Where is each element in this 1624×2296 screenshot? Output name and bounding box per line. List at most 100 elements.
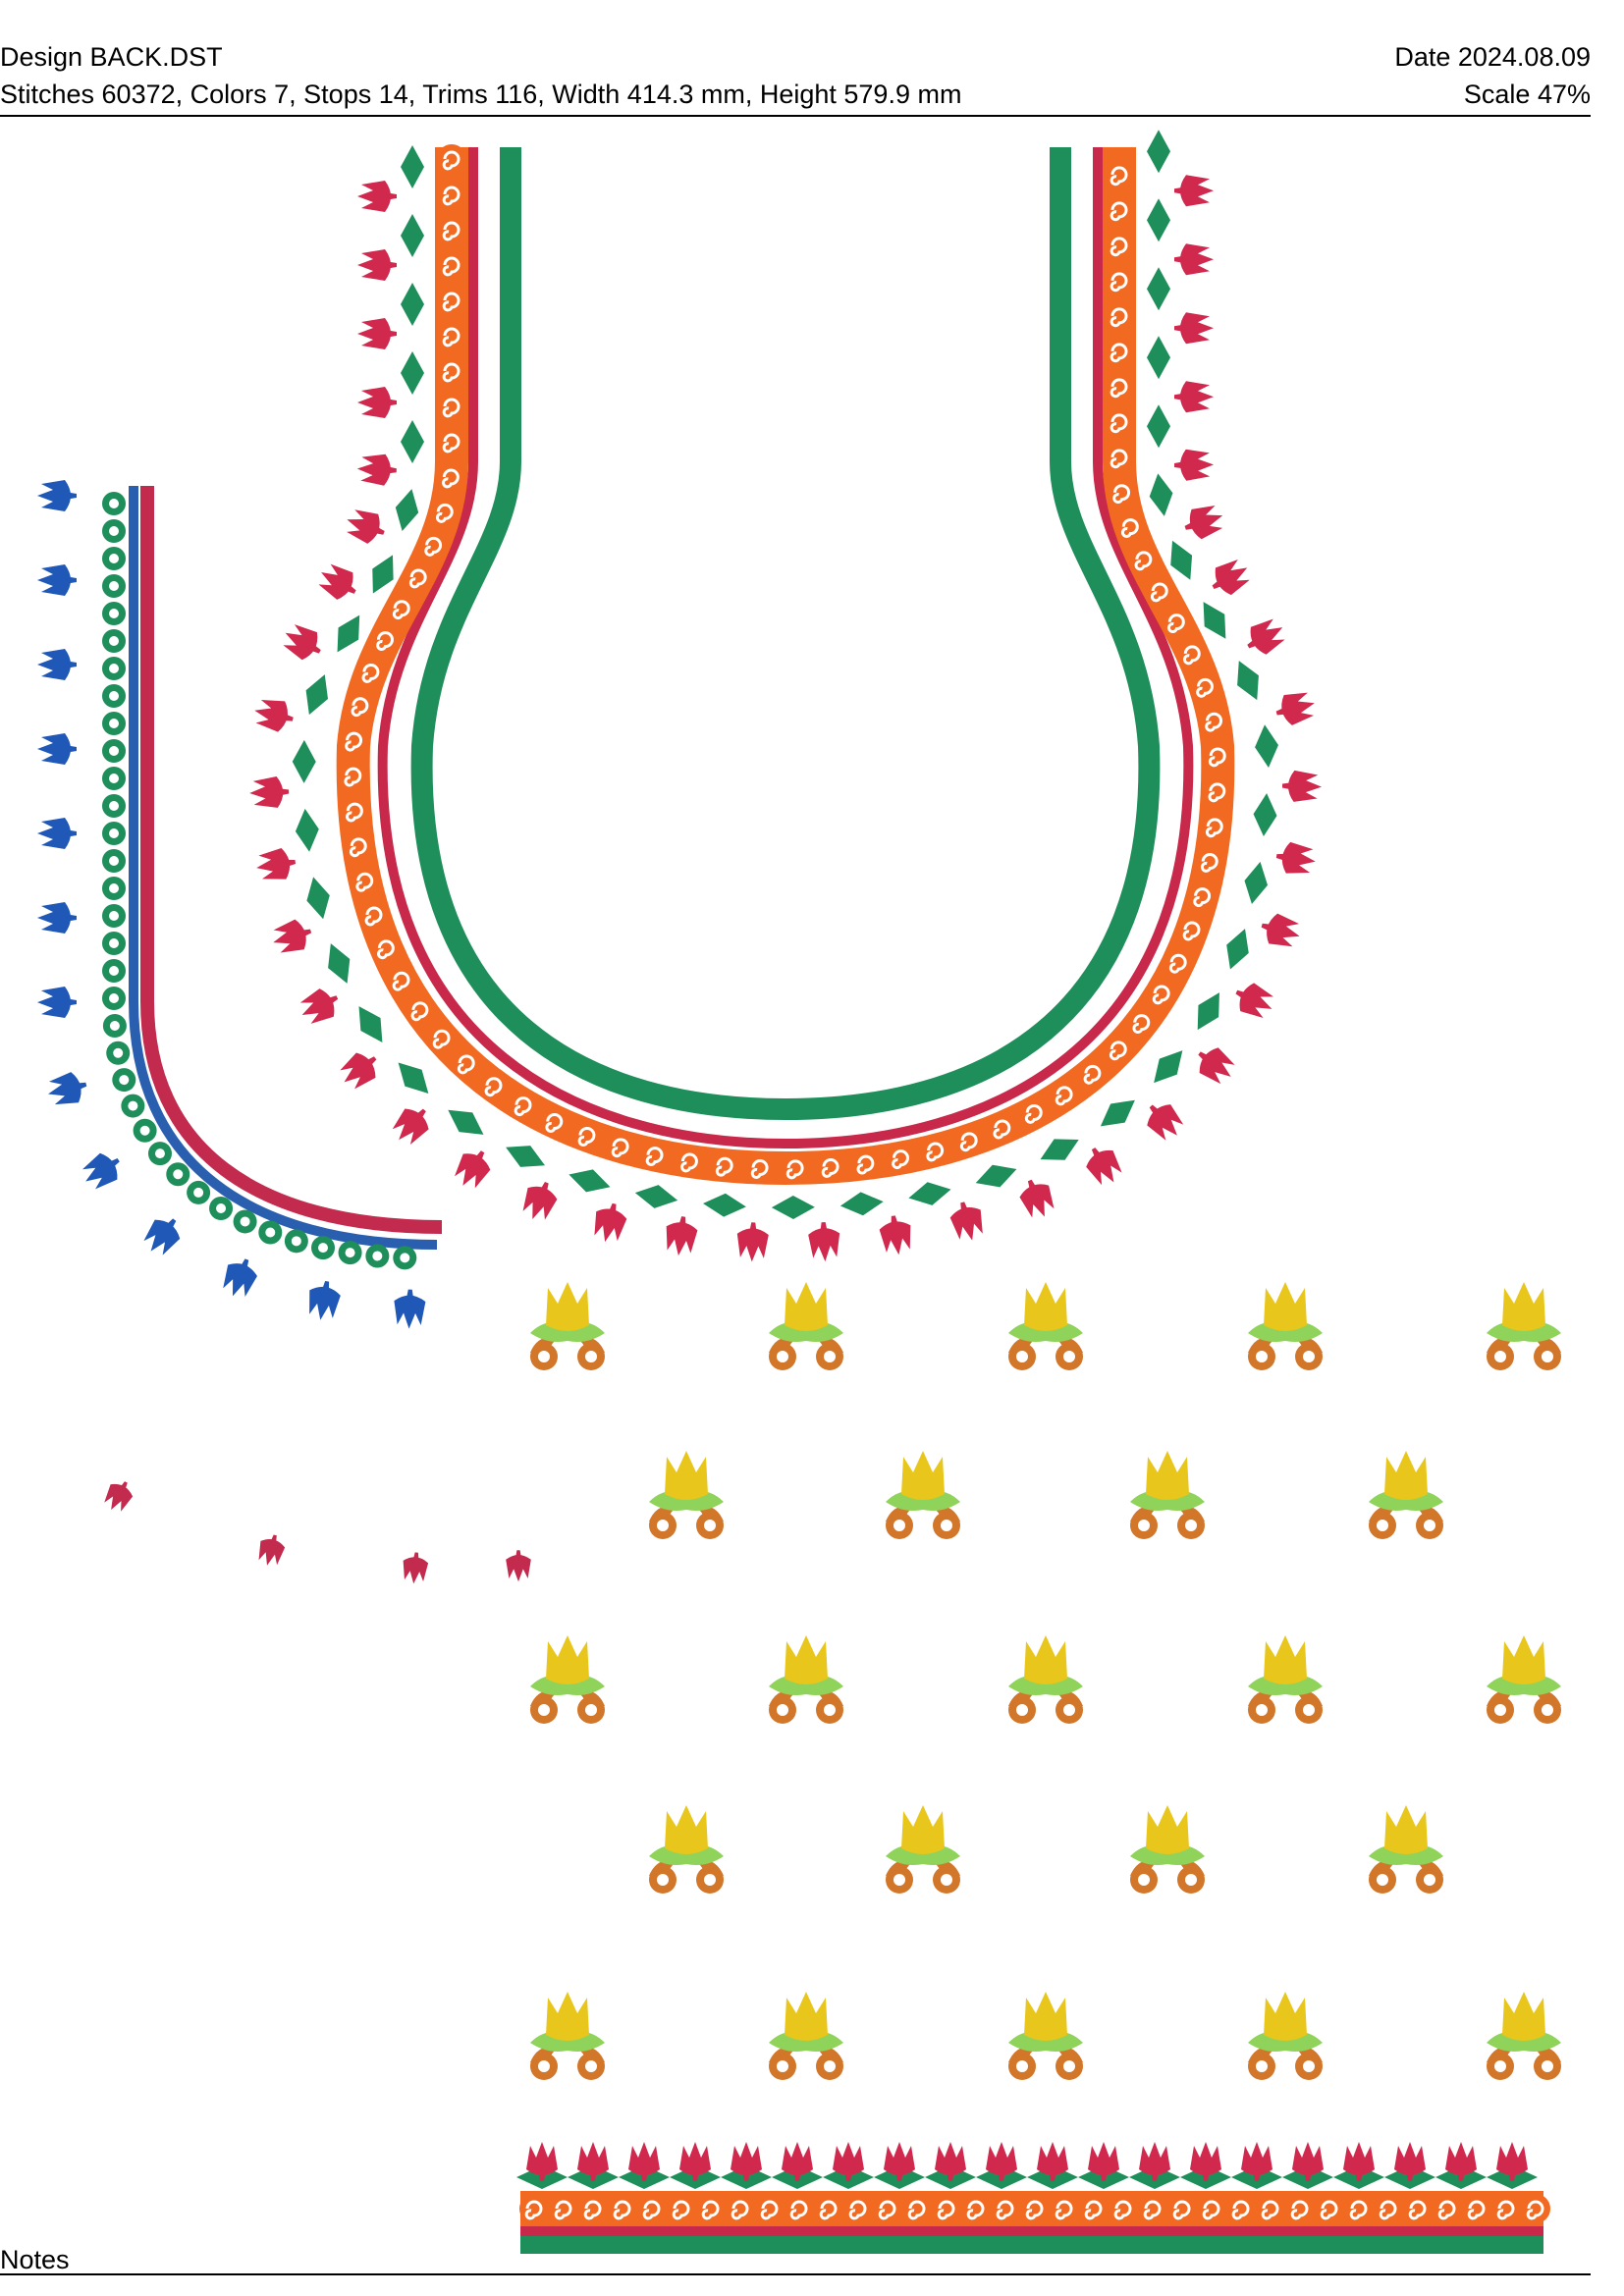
border-spiral	[1107, 2192, 1140, 2225]
neckline-spiral	[1102, 1033, 1135, 1066]
border-spiral	[1224, 2192, 1258, 2225]
motif-tulip-bloom	[1024, 1282, 1067, 1331]
motif-scroll-hole	[538, 2060, 550, 2072]
design-stats: Stitches 60372, Colors 7, Stops 14, Trim…	[0, 80, 962, 109]
motif-scroll-hole	[1303, 1704, 1315, 1716]
motif-scroll-hole	[1542, 1351, 1553, 1362]
neckline-spiral	[338, 723, 371, 757]
tulip-motif	[769, 1992, 843, 2080]
neckline-tulip	[356, 453, 398, 487]
neckline-tulip	[313, 559, 363, 606]
sleeve-spiral-center	[109, 499, 120, 508]
neckline-spiral	[435, 213, 468, 246]
sleeve-spiral-center	[372, 1251, 383, 1261]
motif-tulip-bloom	[665, 1451, 708, 1500]
border-spiral	[841, 2192, 875, 2225]
neckline-spiral	[425, 1021, 459, 1054]
border-spiral	[1313, 2192, 1346, 2225]
neckline-spiral	[428, 495, 461, 528]
sleeve-spiral-center	[109, 746, 120, 756]
neckline-spiral	[337, 759, 370, 792]
neckline-tulip	[268, 916, 316, 958]
neckline-tulip	[449, 1144, 497, 1194]
motif-scroll-hole	[1063, 1704, 1075, 1716]
motif-leaves	[1008, 2032, 1083, 2052]
motif-scroll-hole	[1063, 2060, 1075, 2072]
neckline-red-band	[377, 147, 1194, 1149]
neckline-spiral	[849, 1147, 883, 1180]
motif-leaves	[886, 1845, 960, 1865]
motif-scroll-hole	[657, 1520, 669, 1531]
neckline-leaf	[1197, 992, 1219, 1031]
sleeve-tulip	[37, 649, 78, 680]
border-spiral	[989, 2192, 1022, 2225]
sleeve-spiral-center	[128, 1100, 138, 1111]
sleeve-spiral-center	[109, 609, 120, 618]
neckline-spiral	[1103, 335, 1136, 368]
motif-scroll-hole	[585, 2060, 597, 2072]
sleeve-spiral-center	[109, 636, 120, 646]
neckline-tulip	[517, 1176, 562, 1225]
neckline-leaf	[506, 1146, 546, 1167]
sleeve-spiral-center	[109, 911, 119, 921]
border-spiral	[1048, 2192, 1081, 2225]
motif-scroll-hole	[1542, 2060, 1553, 2072]
border-spiral	[959, 2192, 993, 2225]
neckline-spiral	[435, 142, 468, 176]
motif-scroll-hole	[824, 1704, 836, 1716]
sleeve-tulip	[393, 1289, 426, 1330]
sleeve-spiral-center	[291, 1236, 301, 1247]
neckline-leaf	[568, 1169, 611, 1193]
neckline-spiral	[349, 864, 382, 897]
motif-tulip-bloom	[1502, 1992, 1545, 2041]
sleeve-spiral-center	[109, 828, 120, 838]
sleeve-spiral-center	[109, 581, 120, 591]
motif-leaves	[1369, 1491, 1443, 1511]
neckline-tulip	[1174, 381, 1214, 413]
neckline-spiral	[435, 178, 468, 211]
motif-tulip-bloom	[1502, 1282, 1545, 1331]
border-spiral	[783, 2192, 816, 2225]
tulip-motif	[1008, 1635, 1083, 1724]
neckline-tulip	[1174, 312, 1214, 345]
motif-scroll-hole	[824, 1351, 836, 1362]
sleeve-tulip	[37, 564, 78, 596]
neckline-spiral	[919, 1134, 952, 1167]
neckline-spiral	[1143, 574, 1176, 608]
neckline-spiral	[952, 1124, 986, 1157]
tulip-motif	[1487, 1282, 1561, 1370]
motif-scroll-hole	[1016, 1351, 1028, 1362]
motif-scroll-hole	[585, 1704, 597, 1716]
neckline-tulip	[248, 775, 290, 809]
neckline-spiral	[1103, 158, 1136, 191]
neckline-tulip	[1180, 500, 1228, 544]
tulip-motif	[769, 1282, 843, 1370]
motif-tulip-bloom	[1146, 1805, 1189, 1854]
neckline-spiral	[342, 829, 375, 863]
sleeve-spiral-center	[240, 1216, 250, 1227]
neckline-tulip	[253, 846, 298, 883]
border-spiral	[753, 2192, 786, 2225]
neckline-spiral	[435, 390, 468, 423]
motif-leaves	[769, 1676, 843, 1695]
neckline-leaf	[1149, 473, 1173, 516]
border-spiral	[930, 2192, 963, 2225]
sleeve-tulip	[77, 1147, 128, 1195]
neckline-leaf	[1237, 661, 1259, 701]
neckline-tulip	[1281, 770, 1323, 803]
neckline-spiral	[1160, 606, 1193, 639]
border-spiral	[517, 2192, 551, 2225]
border-spiral	[1283, 2192, 1317, 2225]
neckline-spiral	[435, 319, 468, 352]
neckline-spiral	[743, 1151, 777, 1185]
neckline-spiral	[1198, 810, 1231, 843]
neckline-spiral	[1103, 299, 1136, 333]
motif-tulip-bloom	[1146, 1451, 1189, 1500]
neckline-leaf	[1100, 1099, 1135, 1127]
motif-tulip-bloom	[546, 1282, 589, 1331]
border-spiral	[812, 2192, 845, 2225]
neckline-tulip	[947, 1198, 988, 1245]
neckline-leaf	[328, 943, 351, 984]
border-spiral	[576, 2192, 610, 2225]
